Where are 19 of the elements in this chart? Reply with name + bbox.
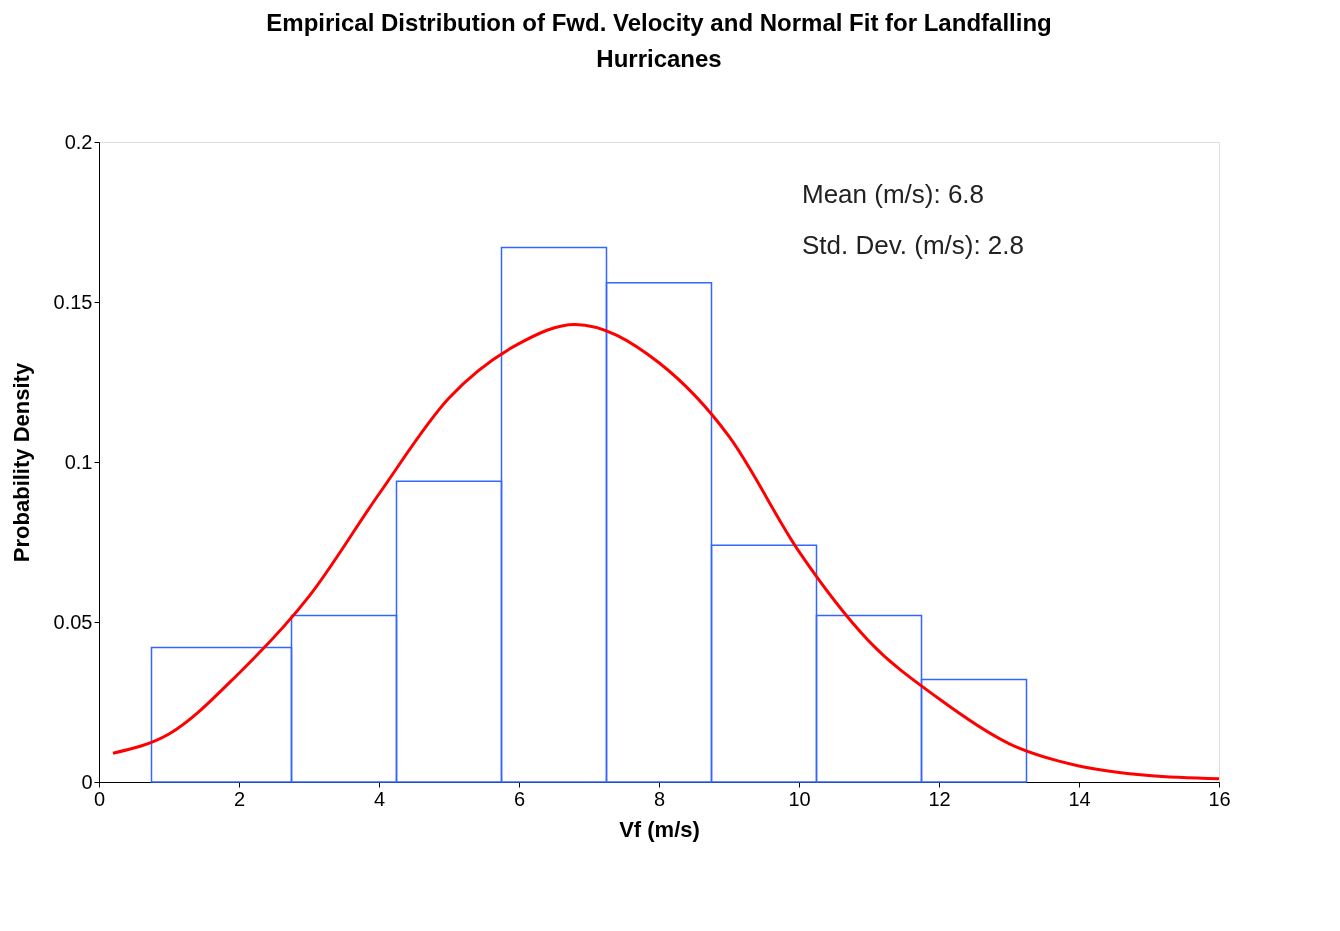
x-tick-label: 10 xyxy=(788,787,811,810)
y-tick-label: 0.2 xyxy=(64,130,93,153)
x-tick-label: 8 xyxy=(653,787,666,810)
y-tick-label: 0.15 xyxy=(53,290,93,313)
y-tick-label: 0 xyxy=(81,770,93,793)
chart-title: Empirical Distribution of Fwd. Velocity and Normal Fit for Landfalling Hurricanes xyxy=(266,9,1052,72)
x-tick-label: 4 xyxy=(373,787,386,810)
x-tick-label: 6 xyxy=(513,787,526,810)
annotation: Std. Dev. (m/s): 2.8 xyxy=(802,230,1025,260)
y-tick-label: 0.1 xyxy=(64,450,93,473)
x-tick-label: 2 xyxy=(233,787,246,810)
x-axis-title: Vf (m/s) xyxy=(619,816,700,842)
line-series xyxy=(111,322,1221,781)
annotation: Mean (m/s): 6.8 xyxy=(802,179,985,209)
x-tick-label: 14 xyxy=(1068,787,1091,810)
y-tick-label: 0.05 xyxy=(53,610,93,633)
x-tick-label: 12 xyxy=(928,787,951,810)
y-axis-title: Probability Density xyxy=(8,362,34,563)
x-tick-label: 16 xyxy=(1208,787,1231,810)
